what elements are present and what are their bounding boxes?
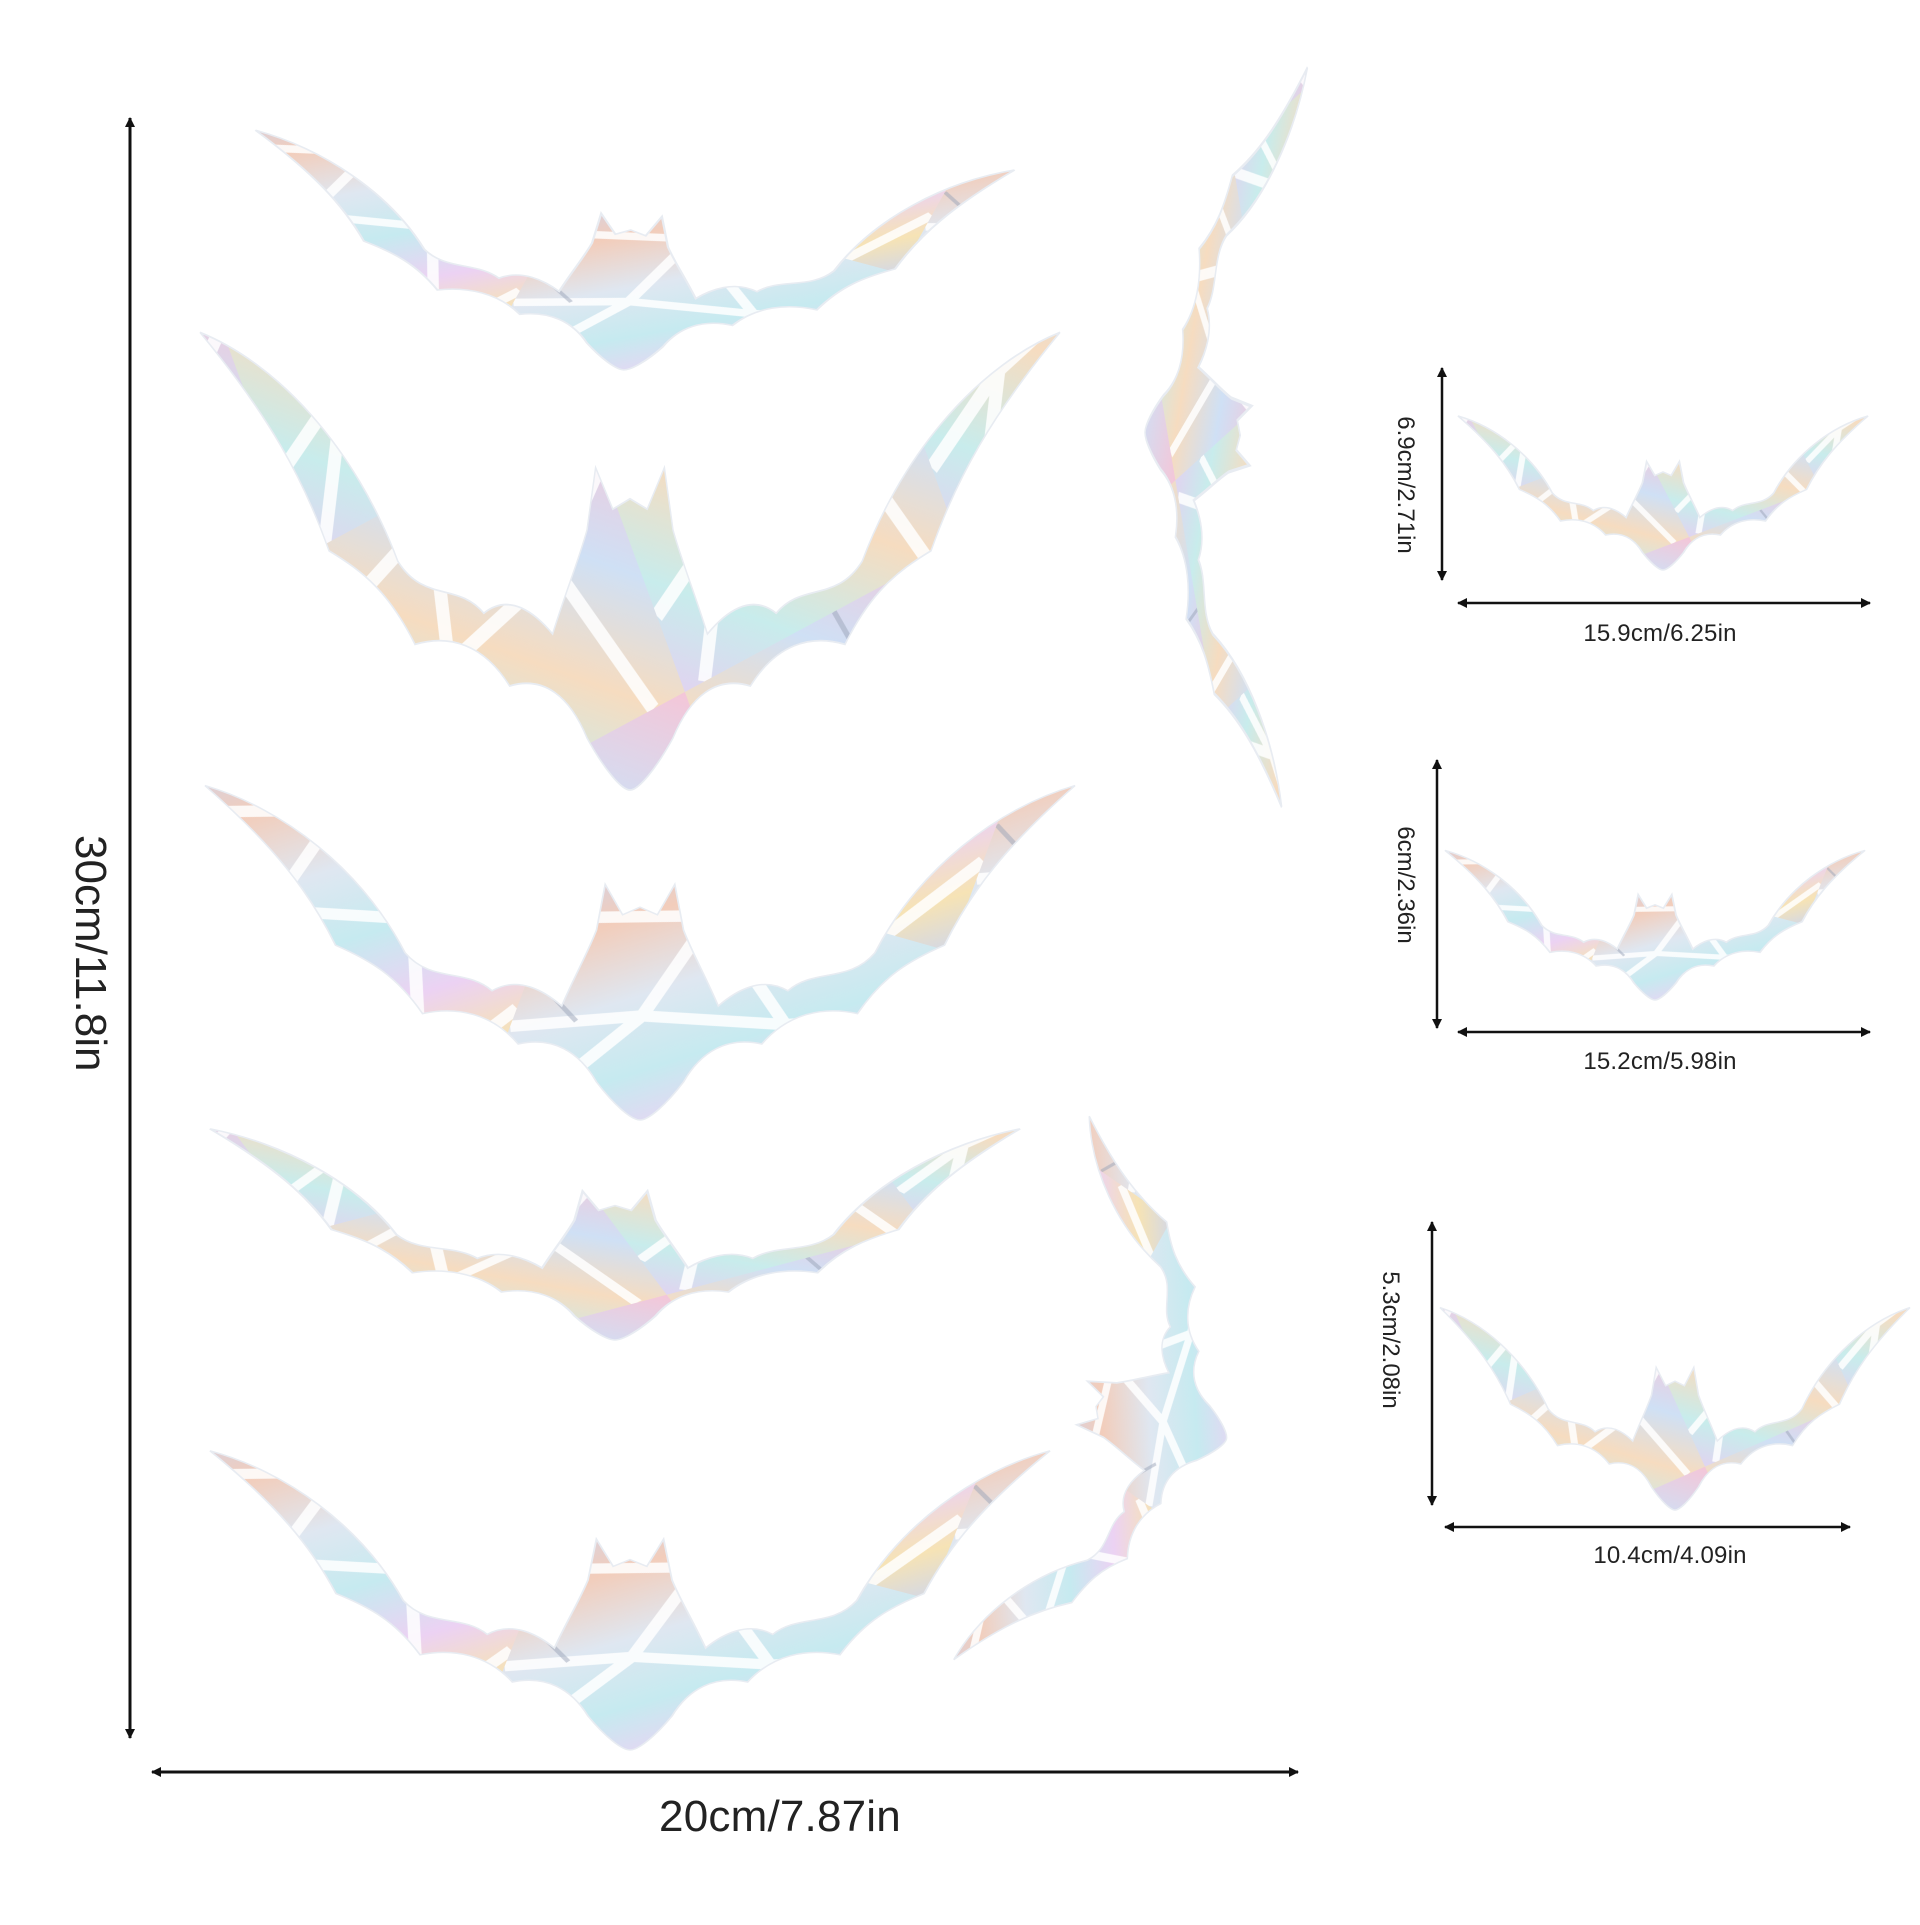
bat-sticker-3 (204, 784, 1076, 1121)
sample-3-width-label: 10.4cm/4.09in (1593, 1542, 1747, 1569)
main-width-label: 20cm/7.87in (659, 1792, 901, 1841)
bat-sticker-4 (209, 1128, 1021, 1341)
bat-sticker-5 (209, 1450, 1051, 1751)
sample-1-height-label: 6.9cm/2.71in (1392, 416, 1419, 554)
bat-sticker-2 (199, 331, 1061, 791)
sample-bat-1 (1457, 415, 1869, 571)
bat-sticker-7-vertical (953, 1115, 1228, 1661)
bat-sticker-6-vertical (1144, 66, 1309, 809)
main-height-label: 30cm/11.8in (66, 835, 115, 1072)
sample-bat-3 (1439, 1306, 1911, 1511)
sample-3-height-label: 5.3cm/2.08in (1377, 1271, 1404, 1409)
main-sheet-bats (199, 66, 1309, 1751)
sample-2-width-label: 15.2cm/5.98in (1583, 1048, 1737, 1075)
sample-bat-2 (1444, 849, 1866, 1001)
bat-sticker-1 (254, 129, 1016, 371)
sample-2-height-label: 6cm/2.36in (1392, 826, 1419, 944)
sample-bats (1439, 415, 1911, 1511)
sample-1-width-label: 15.9cm/6.25in (1583, 620, 1737, 647)
dimension-arrows (125, 117, 1871, 1777)
